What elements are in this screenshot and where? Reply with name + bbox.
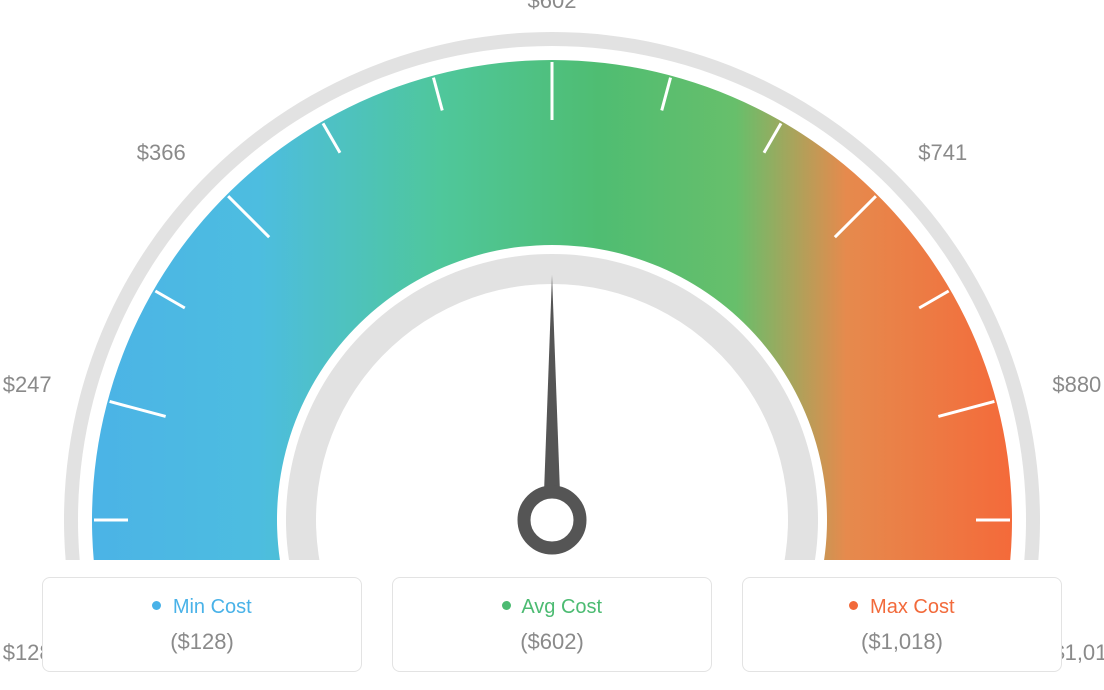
gauge-tick-label: $741 [918, 140, 998, 166]
legend-title-max: Max Cost [753, 596, 1051, 619]
gauge-tick-label: $602 [512, 0, 592, 14]
dot-icon [502, 601, 511, 610]
legend-card-avg: Avg Cost ($602) [392, 577, 712, 672]
legend-label: Min Cost [173, 596, 252, 618]
legend-label: Max Cost [870, 596, 954, 618]
gauge-chart: $128$247$366$602$741$880$1,018 [0, 0, 1104, 560]
legend-row: Min Cost ($128) Avg Cost ($602) Max Cost… [0, 577, 1104, 672]
gauge-tick-label: $880 [1052, 372, 1104, 398]
legend-title-avg: Avg Cost [403, 596, 701, 619]
dot-icon [152, 601, 161, 610]
dot-icon [849, 601, 858, 610]
gauge-svg [0, 0, 1104, 560]
legend-value: ($1,018) [753, 629, 1051, 655]
legend-card-min: Min Cost ($128) [42, 577, 362, 672]
legend-card-max: Max Cost ($1,018) [742, 577, 1062, 672]
gauge-tick-label: $247 [0, 372, 52, 398]
legend-value: ($128) [53, 629, 351, 655]
legend-label: Avg Cost [521, 596, 602, 618]
legend-title-min: Min Cost [53, 596, 351, 619]
gauge-tick-label: $366 [106, 140, 186, 166]
legend-value: ($602) [403, 629, 701, 655]
